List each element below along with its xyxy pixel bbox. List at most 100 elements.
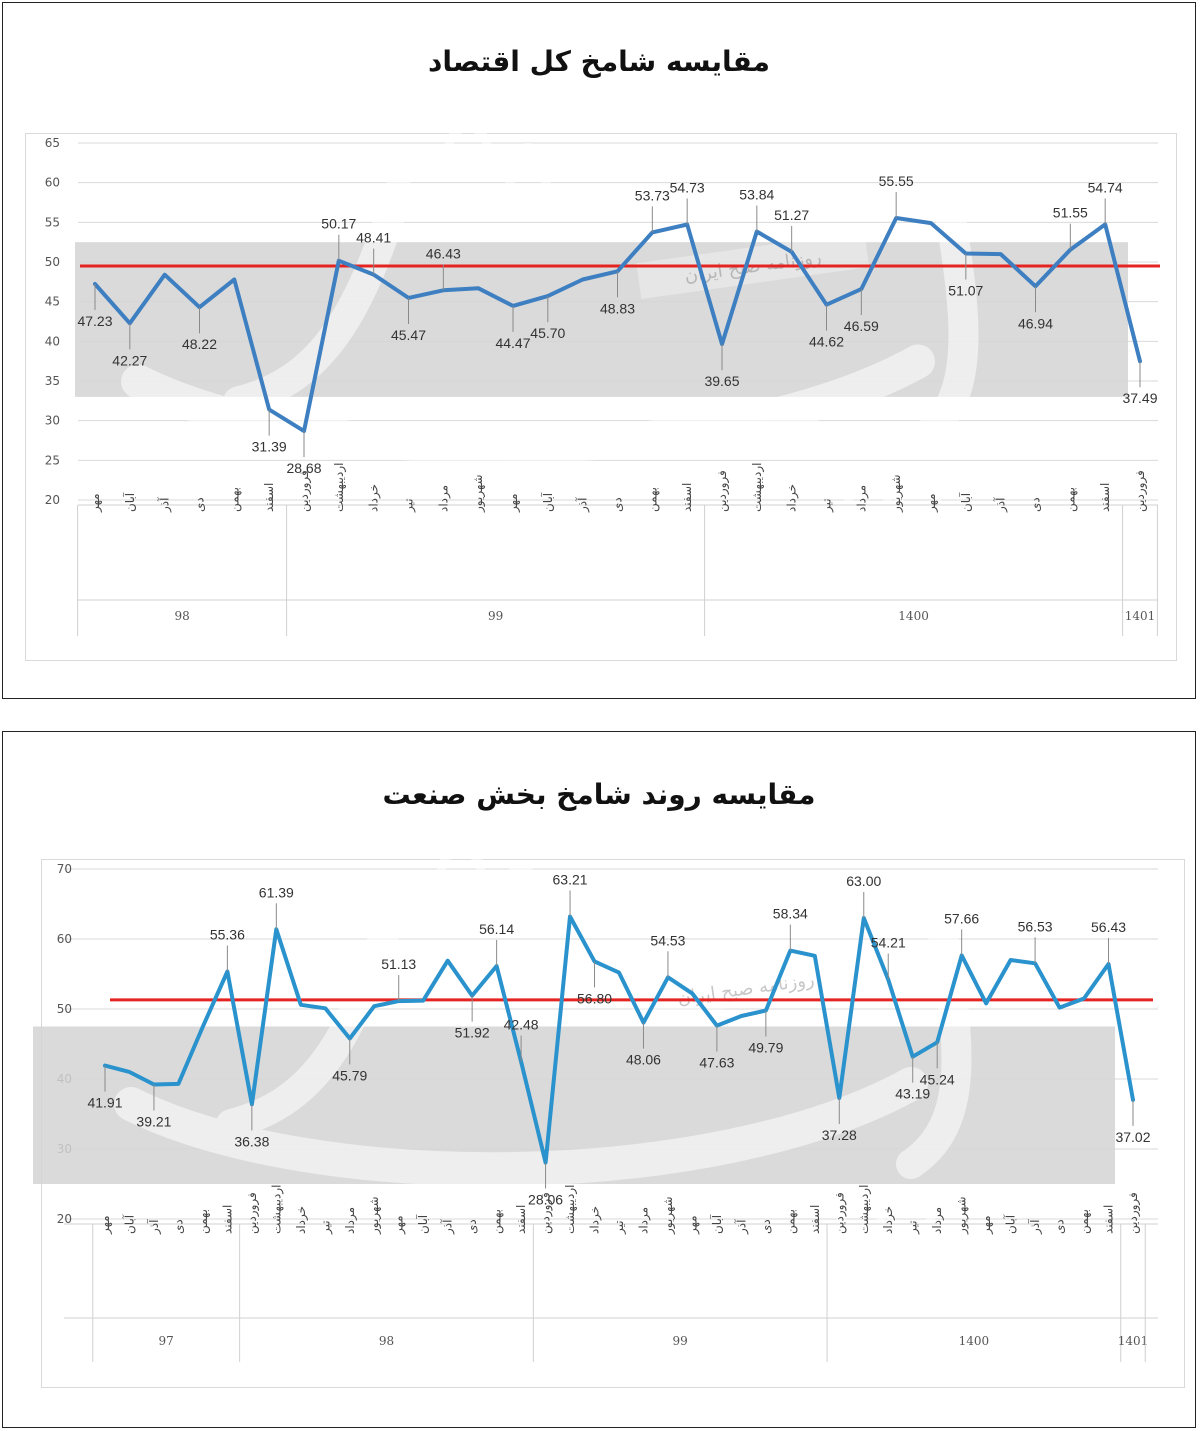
data-label: 53.73 <box>635 187 670 203</box>
y-tick-label: 70 <box>57 862 72 876</box>
data-label: 51.92 <box>455 1025 490 1041</box>
data-label: 37.49 <box>1122 390 1157 406</box>
watermark-dot <box>436 845 486 903</box>
data-label: 28.68 <box>286 460 321 476</box>
category-label: فروردین <box>832 1192 847 1234</box>
data-label: 44.47 <box>495 335 530 351</box>
data-label: 53.84 <box>739 187 774 203</box>
data-label: 39.65 <box>704 373 739 389</box>
y-tick-label: 30 <box>45 414 60 428</box>
category-label: آذر <box>157 497 173 513</box>
data-label: 58.34 <box>773 906 808 922</box>
chart-frame <box>25 133 1177 661</box>
category-label: مرداد <box>854 485 869 512</box>
data-point <box>813 954 817 958</box>
category-label: آذر <box>440 1219 456 1235</box>
data-label: 61.39 <box>259 884 294 900</box>
category-label: اسفند <box>262 483 276 512</box>
category-label: خرداد <box>881 1206 896 1234</box>
category-label: مرداد <box>930 1207 945 1234</box>
category-label: بهمن <box>783 1209 798 1234</box>
data-label: 46.94 <box>1018 315 1053 331</box>
data-label: 28.06 <box>528 1192 563 1208</box>
data-point <box>739 1014 743 1018</box>
category-label: مهر <box>979 1215 994 1235</box>
data-label: 54.74 <box>1088 179 1123 195</box>
data-label: 55.36 <box>210 926 245 942</box>
y-tick-label: 60 <box>45 176 60 190</box>
category-label: آذر <box>733 1219 749 1235</box>
data-label: 47.23 <box>77 313 112 329</box>
group-label: 97 <box>159 1334 174 1348</box>
category-label: آذر <box>993 497 1009 513</box>
category-label: آبان <box>540 492 555 512</box>
group-label: 1400 <box>959 1334 990 1348</box>
category-label: بهمن <box>227 487 242 512</box>
y-tick-label: 50 <box>45 255 60 269</box>
watermark-stroke <box>896 909 972 1179</box>
watermark-stroke <box>216 899 406 1139</box>
group-label: 99 <box>488 609 503 623</box>
category-label: فروردین <box>1133 470 1148 512</box>
category-label: شهریور <box>955 1196 970 1235</box>
data-label: 46.59 <box>844 318 879 334</box>
category-label: آبان <box>122 492 137 512</box>
category-label: اسفند <box>514 1205 528 1234</box>
data-point <box>581 277 585 281</box>
data-label: 57.66 <box>944 910 979 926</box>
chart-1: 203040506070روزنامه صبح ایران41.9139.215… <box>33 845 1158 1362</box>
category-label: فروردین <box>1126 1192 1141 1234</box>
category-label: مهر <box>88 493 103 513</box>
y-tick-label: 35 <box>45 374 60 388</box>
category-label: مهر <box>685 1215 700 1235</box>
data-label: 42.48 <box>504 1017 539 1033</box>
data-point <box>984 1001 988 1005</box>
category-label: خرداد <box>785 484 800 512</box>
category-label: دی <box>611 497 625 512</box>
data-label: 51.13 <box>381 956 416 972</box>
y-tick-label: 25 <box>45 453 60 467</box>
category-label: آذر <box>575 497 591 513</box>
watermark-dot <box>843 468 893 525</box>
data-point <box>446 959 450 963</box>
category-label: مهر <box>98 1215 113 1235</box>
category-label: بهمن <box>645 487 660 512</box>
data-label: 39.21 <box>136 1114 171 1130</box>
data-label: 36.38 <box>234 1133 269 1149</box>
data-label: 43.19 <box>895 1086 930 1102</box>
data-label: 48.22 <box>182 336 217 352</box>
category-label: اردیبهشت <box>750 463 765 512</box>
data-point <box>232 277 236 281</box>
data-point <box>176 1082 180 1086</box>
category-label: دی <box>171 1219 185 1234</box>
y-tick-label: 65 <box>45 136 60 150</box>
data-label: 56.43 <box>1091 919 1126 935</box>
group-label: 1401 <box>1118 1334 1149 1348</box>
y-tick-label: 60 <box>57 932 72 946</box>
data-label: 48.41 <box>356 230 391 246</box>
data-label: 45.70 <box>530 325 565 341</box>
data-label: 51.07 <box>948 283 983 299</box>
category-label: فروردین <box>539 1192 554 1234</box>
category-label: بهمن <box>490 1209 505 1234</box>
data-point <box>421 999 425 1003</box>
category-label: آبان <box>415 1214 430 1234</box>
data-label: 46.43 <box>426 245 461 261</box>
category-label: مهر <box>924 493 939 513</box>
y-tick-label: 50 <box>57 1002 72 1016</box>
data-label: 51.27 <box>774 207 809 223</box>
data-point <box>476 286 480 290</box>
y-tick-label: 20 <box>57 1212 72 1226</box>
category-label: دی <box>759 1219 773 1234</box>
data-label: 48.06 <box>626 1052 661 1068</box>
category-label: تیر <box>318 1220 333 1235</box>
category-label: تیر <box>612 1220 627 1235</box>
category-label: بهمن <box>1063 487 1078 512</box>
watermark-dot <box>496 865 546 923</box>
category-label: اسفند <box>808 1205 822 1234</box>
group-label: 1401 <box>1125 609 1156 623</box>
data-label: 31.39 <box>252 439 287 455</box>
data-label: 63.00 <box>846 873 881 889</box>
data-point <box>1082 997 1086 1000</box>
